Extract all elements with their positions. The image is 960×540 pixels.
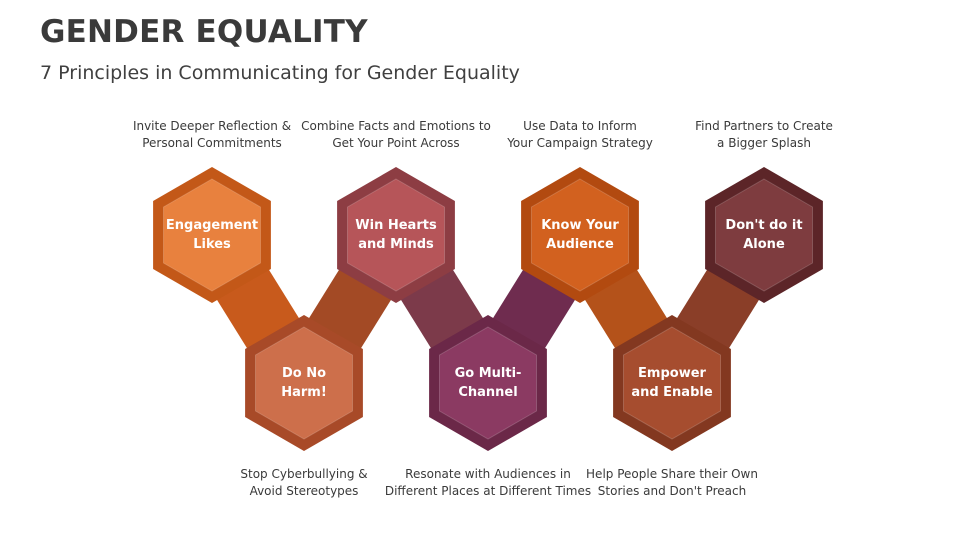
principle-hex-know-audience: Know Your Audience	[521, 167, 639, 303]
principle-description-partners: Find Partners to Create a Bigger Splash	[649, 118, 879, 152]
principle-description-empower: Help People Share their Own Stories and D…	[557, 466, 787, 500]
hex-label: Win Hearts and Minds	[355, 218, 437, 252]
description-line: Avoid Stereotypes	[249, 484, 359, 498]
hex-label-line: Do No	[282, 366, 326, 381]
description-line: Personal Commitments	[142, 136, 282, 150]
description-line: Resonate with Audiences in	[405, 467, 571, 481]
hex-body	[347, 178, 445, 292]
principle-description-win-hearts: Combine Facts and Emotions to Get Your Po…	[281, 118, 511, 152]
description-line: Get Your Point Across	[332, 136, 460, 150]
principle-hex-partners: Don't do it Alone	[705, 167, 823, 303]
principle-hex-engagement: Engagement Likes	[153, 167, 271, 303]
hex-label-line: Engagement	[166, 218, 258, 233]
hex-label-line: Know Your	[541, 218, 619, 233]
hex-label-line: Likes	[193, 237, 231, 252]
page-title: GENDER EQUALITY	[40, 14, 368, 50]
hex-body	[531, 178, 629, 292]
hex-label-line: Go Multi-	[455, 366, 522, 381]
description-line: Your Campaign Strategy	[507, 136, 653, 150]
principle-description-know-audience: Use Data to Inform Your Campaign Strategy	[465, 118, 695, 152]
hex-label-line: Empower	[638, 366, 706, 381]
description-line: Find Partners to Create	[695, 119, 833, 133]
description-line: Different Places at Different Times	[384, 484, 592, 498]
description-line: Stories and Don't Preach	[597, 484, 747, 498]
hex-label-line: Channel	[458, 385, 517, 400]
hex-label-line: Audience	[546, 237, 614, 252]
principle-hex-empower: Empower and Enable	[613, 315, 731, 451]
hex-label-line: Alone	[743, 237, 785, 252]
principle-hex-do-no-harm: Do No Harm!	[245, 315, 363, 451]
description-line: Use Data to Inform	[523, 119, 637, 133]
principle-hex-multi-channel: Go Multi- Channel	[429, 315, 547, 451]
principle-hex-win-hearts: Win Hearts and Minds	[337, 167, 455, 303]
hex-body	[255, 326, 353, 440]
hex-body	[715, 178, 813, 292]
hex-label-line: and Enable	[631, 385, 713, 400]
hex-body	[163, 178, 261, 292]
hexagon-group: Engagement Likes Do No Harm! Win Hearts and M…	[153, 167, 823, 451]
principle-description-engagement: Invite Deeper Reflection & Personal Commi…	[97, 118, 327, 152]
hex-body	[623, 326, 721, 440]
hex-label-line: Harm!	[281, 385, 327, 400]
hex-label: Don't do it Alone	[725, 218, 802, 252]
description-line: Help People Share their Own	[586, 467, 758, 481]
page-subtitle: 7 Principles in Communicating for Gender…	[40, 62, 520, 84]
principle-description-do-no-harm: Stop Cyberbullying & Avoid Stereotypes	[189, 466, 419, 500]
hex-label: Know Your Audience	[541, 218, 619, 252]
hex-label-line: and Minds	[358, 237, 434, 252]
description-line: Combine Facts and Emotions to	[301, 119, 491, 133]
hex-label: Engagement Likes	[166, 218, 258, 252]
hex-label-line: Don't do it	[725, 218, 802, 233]
hex-label-line: Win Hearts	[355, 218, 437, 233]
hex-label: Do No Harm!	[281, 366, 327, 400]
description-line: Invite Deeper Reflection &	[132, 119, 292, 133]
hex-label: Empower and Enable	[631, 366, 713, 400]
description-line: a Bigger Splash	[717, 136, 811, 150]
principle-description-multi-channel: Resonate with Audiences in Different Plac…	[373, 466, 603, 500]
hex-body	[439, 326, 537, 440]
hex-label: Go Multi- Channel	[455, 366, 522, 400]
description-line: Stop Cyberbullying &	[240, 467, 368, 481]
